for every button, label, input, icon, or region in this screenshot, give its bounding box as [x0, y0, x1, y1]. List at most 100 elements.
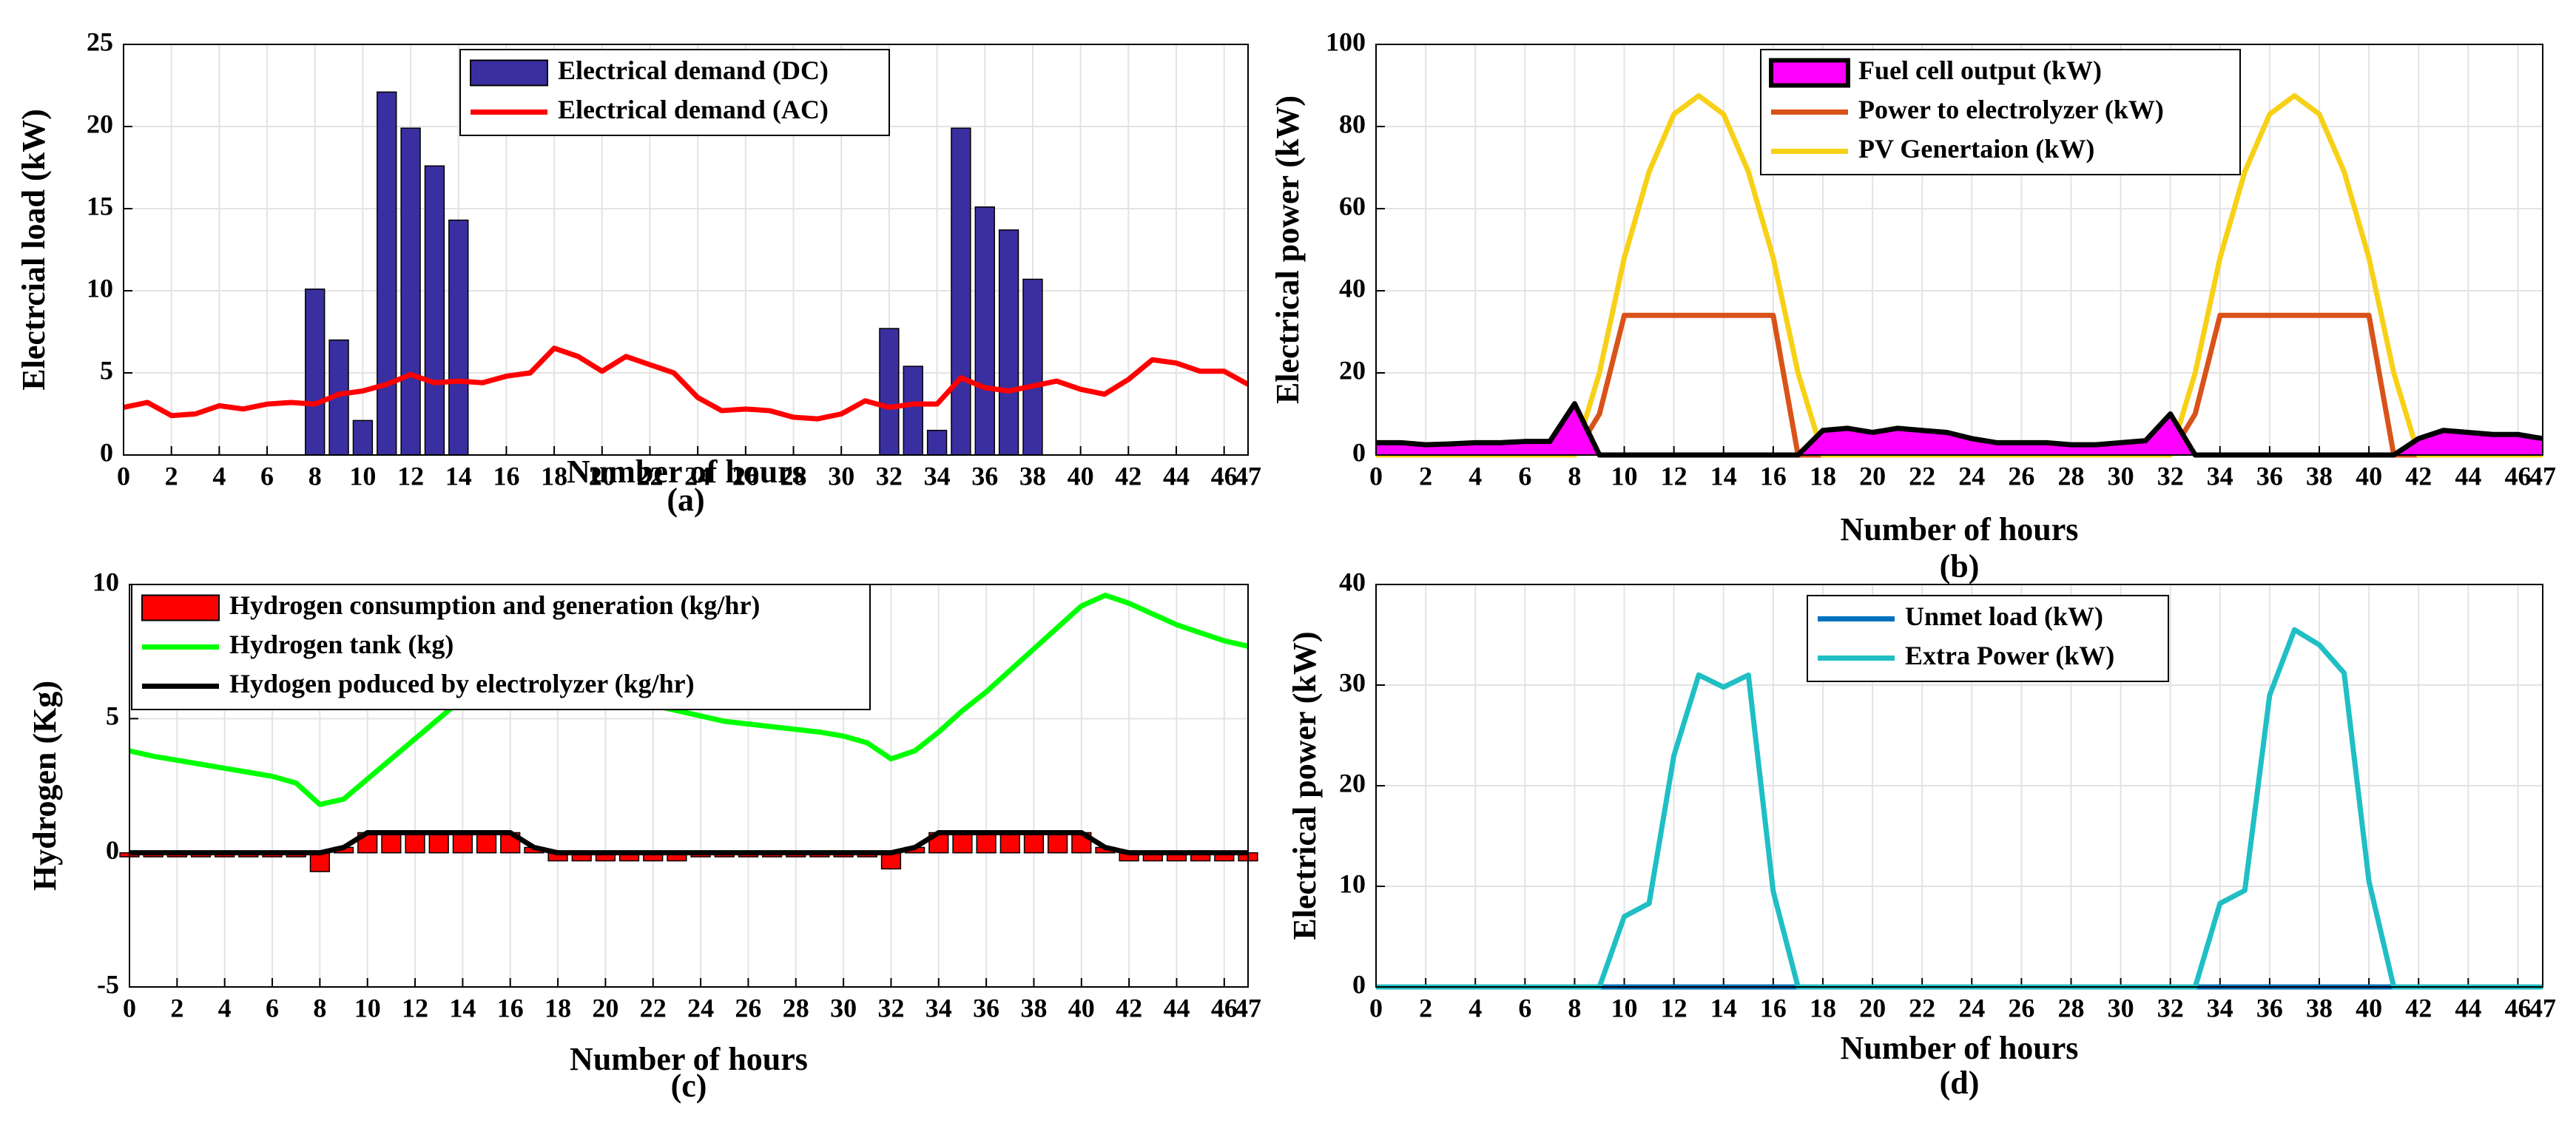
- x-tick-label: 42: [1116, 993, 1142, 1022]
- x-tick-label: 26: [2008, 993, 2034, 1022]
- x-tick-label: 40: [1068, 993, 1095, 1022]
- y-axis-label: Electrical power (kW): [1287, 631, 1323, 940]
- x-tick-label: 44: [1163, 461, 1190, 491]
- y-axis-label: Hydrogen (Kg): [27, 681, 63, 891]
- x-tick-label: 22: [1909, 993, 1935, 1022]
- y-tick-label: 25: [87, 27, 113, 56]
- bar: [405, 832, 425, 854]
- series-line: [123, 346, 1250, 422]
- x-tick-label: 26: [2008, 461, 2034, 491]
- y-tick-label: 20: [87, 109, 113, 138]
- bar: [305, 289, 326, 456]
- x-tick-label: 34: [2207, 461, 2233, 491]
- plot-frame: [1375, 44, 2543, 456]
- x-tick-label: 18: [1810, 993, 1836, 1022]
- x-tick-label: 32: [2157, 993, 2184, 1022]
- x-tick-label: 28: [2057, 461, 2084, 491]
- x-tick-label: 18: [541, 461, 567, 491]
- y-axis-label: Electrcial load (kW): [16, 109, 52, 390]
- x-tick-label: 36: [973, 993, 999, 1022]
- x-tick-label: 18: [1810, 461, 1836, 491]
- bar: [1022, 278, 1043, 456]
- x-tick-label: 46: [1211, 993, 1238, 1022]
- panel-caption: (a): [667, 482, 704, 518]
- x-tick-label: 24: [1958, 461, 1985, 491]
- x-tick-label: 42: [2405, 993, 2432, 1022]
- bar: [976, 832, 997, 854]
- x-tick-label: 0: [117, 461, 130, 491]
- x-tick-label: 16: [1760, 993, 1787, 1022]
- y-tick-label: 30: [1339, 667, 1366, 697]
- x-tick-label: 10: [349, 461, 376, 491]
- x-tick-label: 40: [2356, 993, 2382, 1022]
- x-tick-label: 4: [1469, 461, 1482, 491]
- series-line: [1376, 627, 2543, 990]
- bar: [381, 832, 402, 854]
- bar: [879, 328, 900, 456]
- bar: [428, 832, 449, 854]
- y-tick-label: 10: [87, 273, 113, 303]
- x-tick-label: 26: [732, 461, 759, 491]
- x-tick-label: 14: [445, 461, 472, 491]
- bar: [1048, 832, 1068, 854]
- x-tick-label: 4: [218, 993, 232, 1022]
- x-tick-label: 28: [780, 461, 807, 491]
- y-tick-label: -5: [97, 969, 119, 999]
- x-tick-label: 44: [2455, 461, 2481, 491]
- bar: [951, 127, 971, 456]
- x-tick-label: 12: [1661, 461, 1687, 491]
- legend-label: Power to electrolyzer (kW): [1858, 95, 2164, 124]
- x-tick-label: 12: [1661, 993, 1687, 1022]
- x-tick-label: 34: [925, 993, 952, 1022]
- legend-label: Electrical demand (AC): [558, 95, 829, 124]
- y-tick-label: 80: [1339, 109, 1366, 138]
- y-tick-label: 100: [1326, 27, 1366, 56]
- x-tick-label: 14: [1710, 993, 1737, 1022]
- legend-label: Unmet load (kW): [1905, 601, 2103, 631]
- x-tick-label: 47: [1235, 993, 1261, 1022]
- y-tick-label: 15: [87, 191, 113, 220]
- x-tick-label: 42: [2405, 461, 2432, 491]
- x-tick-label: 10: [1611, 461, 1638, 491]
- x-tick-label: 20: [592, 993, 618, 1022]
- x-tick-label: 6: [266, 993, 279, 1022]
- series-line: [129, 829, 1248, 856]
- x-tick-label: 0: [1369, 461, 1383, 491]
- bar: [903, 365, 923, 456]
- x-tick-label: 12: [402, 993, 428, 1022]
- y-axis-label: Electrical power (kW): [1270, 95, 1306, 404]
- x-tick-label: 6: [1518, 461, 1531, 491]
- x-tick-label: 38: [1019, 461, 1046, 491]
- x-tick-label: 8: [313, 993, 326, 1022]
- legend-box: [1807, 595, 2169, 682]
- x-tick-label: 16: [493, 461, 519, 491]
- x-tick-label: 42: [1115, 461, 1142, 491]
- legend-label: Extra Power (kW): [1905, 641, 2114, 670]
- x-tick-label: 24: [687, 993, 714, 1022]
- plot-frame: [1375, 584, 2543, 988]
- y-tick-label: 5: [106, 701, 119, 731]
- bar: [1023, 832, 1045, 854]
- x-tick-label: 16: [1760, 461, 1787, 491]
- x-tick-label: 36: [2256, 461, 2283, 491]
- bar: [309, 852, 330, 872]
- bar: [952, 832, 973, 854]
- legend-label: Electrical demand (DC): [558, 55, 829, 85]
- x-tick-label: 24: [1958, 993, 1985, 1022]
- y-tick-label: 0: [1352, 969, 1366, 999]
- x-tick-label: 44: [1163, 993, 1190, 1022]
- x-tick-label: 30: [828, 461, 854, 491]
- x-tick-label: 2: [170, 993, 183, 1022]
- x-tick-label: 46: [2504, 461, 2531, 491]
- series-line: [129, 593, 1249, 807]
- y-tick-label: 0: [1352, 437, 1366, 467]
- x-tick-label: 47: [1235, 461, 1261, 491]
- x-tick-label: 26: [735, 993, 761, 1022]
- x-tick-label: 30: [830, 993, 857, 1022]
- y-tick-label: 20: [1339, 768, 1366, 798]
- x-tick-label: 30: [2108, 993, 2134, 1022]
- y-tick-label: 20: [1339, 355, 1366, 385]
- x-tick-label: 46: [2504, 993, 2531, 1022]
- x-tick-label: 46: [1211, 461, 1238, 491]
